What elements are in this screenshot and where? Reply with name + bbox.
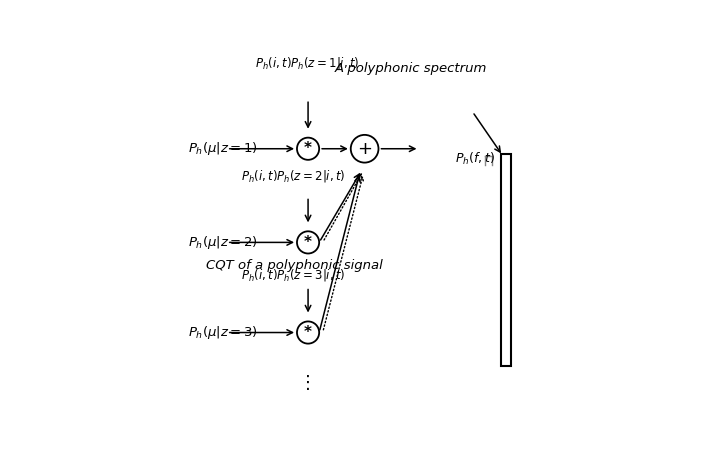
Text: *: * bbox=[304, 235, 312, 250]
Bar bbox=[501, 154, 511, 366]
Text: A polyphonic spectrum: A polyphonic spectrum bbox=[334, 62, 487, 74]
Text: *: * bbox=[304, 141, 312, 156]
Text: $P_h(i,t)P_h(z=2|i,t)$: $P_h(i,t)P_h(z=2|i,t)$ bbox=[241, 168, 346, 184]
Text: ⋮: ⋮ bbox=[299, 375, 317, 392]
Text: $P_h(i,t)P_h(z=1|i,t)$: $P_h(i,t)P_h(z=1|i,t)$ bbox=[255, 55, 360, 71]
Text: +: + bbox=[357, 140, 372, 158]
Text: $P_h(\mu|z=2)$: $P_h(\mu|z=2)$ bbox=[188, 234, 258, 251]
Text: $P_h(\mu|z=3)$: $P_h(\mu|z=3)$ bbox=[188, 324, 258, 341]
Text: CQT of a polyphonic signal: CQT of a polyphonic signal bbox=[205, 259, 382, 272]
Text: $P_h(\mu|z=1)$: $P_h(\mu|z=1)$ bbox=[188, 140, 258, 157]
Text: $P_h(f,t)$: $P_h(f,t)$ bbox=[455, 151, 495, 168]
Text: *: * bbox=[304, 325, 312, 340]
Text: $P_h(i,t)P_h(z=3|i,t)$: $P_h(i,t)P_h(z=3|i,t)$ bbox=[241, 267, 346, 283]
